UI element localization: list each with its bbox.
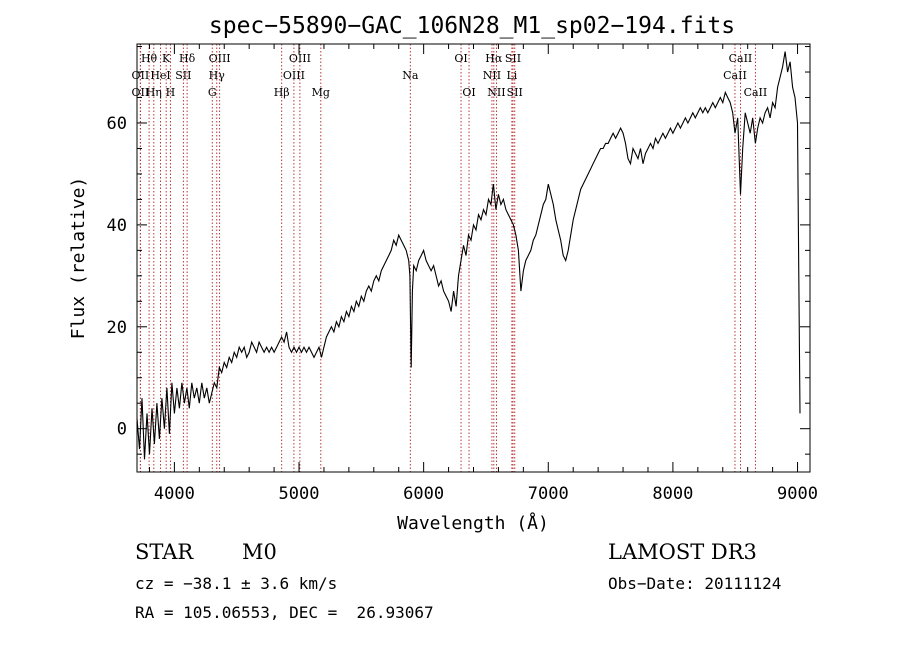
spectral-line-label: SII bbox=[175, 69, 191, 82]
spectral-line-label: OIII bbox=[289, 52, 311, 65]
spectral-line-label: OIII bbox=[209, 52, 231, 65]
y-axis-label: Flux (relative) bbox=[68, 177, 89, 340]
coordinates: RA = 105.06553, DEC = 26.93067 bbox=[135, 603, 434, 622]
spectral-line-label: CaII bbox=[744, 86, 768, 99]
object-class: STAR bbox=[135, 540, 194, 564]
y-tick-label: 40 bbox=[107, 216, 127, 236]
spectral-line-label: SII bbox=[507, 86, 523, 99]
y-tick-label: 60 bbox=[107, 114, 127, 134]
spectral-line-label: Li bbox=[506, 69, 517, 82]
x-tick-label: 4000 bbox=[154, 484, 195, 504]
spectral-line-label: HeI bbox=[150, 69, 170, 82]
y-axis-ticks: 0 20 40 60 bbox=[107, 46, 810, 455]
x-tick-label: 6000 bbox=[403, 484, 444, 504]
spectral-line-label: Hη bbox=[146, 86, 162, 99]
spectral-line-label: NII bbox=[483, 69, 501, 82]
spectral-line-label: Mg bbox=[312, 86, 330, 99]
spectral-line-label: G bbox=[208, 86, 217, 99]
x-tick-label: 8000 bbox=[652, 484, 693, 504]
survey-name: LAMOST DR3 bbox=[608, 540, 757, 564]
spectral-line-label: Hδ bbox=[179, 52, 196, 65]
spectral-line-label: K bbox=[162, 52, 171, 65]
spectral-line-label: OIII bbox=[283, 69, 305, 82]
plot-frame bbox=[136, 43, 811, 473]
y-tick-label: 20 bbox=[107, 318, 127, 338]
chart-title: spec−55890−GAC_106N28_M1_sp02−194.fits bbox=[209, 13, 735, 39]
spectral-line-label: H bbox=[166, 86, 176, 99]
spectral-line-label: Na bbox=[402, 69, 419, 82]
x-axis-ticks: 4000 5000 6000 7000 8000 9000 bbox=[148, 44, 818, 504]
spectral-line-label: Hα bbox=[485, 52, 503, 65]
spectral-line-label: OI bbox=[454, 52, 467, 65]
spectral-line-label: OI bbox=[462, 86, 475, 99]
spectral-line-label: Hθ bbox=[141, 52, 158, 65]
observation-date: Obs−Date: 20111124 bbox=[608, 574, 782, 593]
spectral-line-label: Hβ bbox=[274, 86, 290, 99]
spectrum-line bbox=[136, 51, 801, 460]
object-subclass: M0 bbox=[242, 540, 277, 564]
x-axis-label: Wavelength (Å) bbox=[397, 512, 549, 534]
spectral-line-label: OII bbox=[132, 69, 150, 82]
spectral-line-label: CaII bbox=[723, 69, 747, 82]
spectral-line-label: SII bbox=[505, 52, 521, 65]
x-tick-label: 7000 bbox=[528, 484, 569, 504]
spectral-line-label: OII bbox=[132, 86, 150, 99]
spectral-line-label: CaII bbox=[729, 52, 753, 65]
spectral-line-label: Hγ bbox=[209, 69, 226, 82]
x-tick-label: 5000 bbox=[279, 484, 320, 504]
y-tick-label: 0 bbox=[117, 420, 127, 440]
redshift-velocity: cz = −38.1 ± 3.6 km/s bbox=[135, 574, 338, 593]
spectral-line-label: NII bbox=[487, 86, 505, 99]
spectral-line-markers bbox=[139, 44, 756, 472]
x-tick-label: 9000 bbox=[777, 484, 818, 504]
